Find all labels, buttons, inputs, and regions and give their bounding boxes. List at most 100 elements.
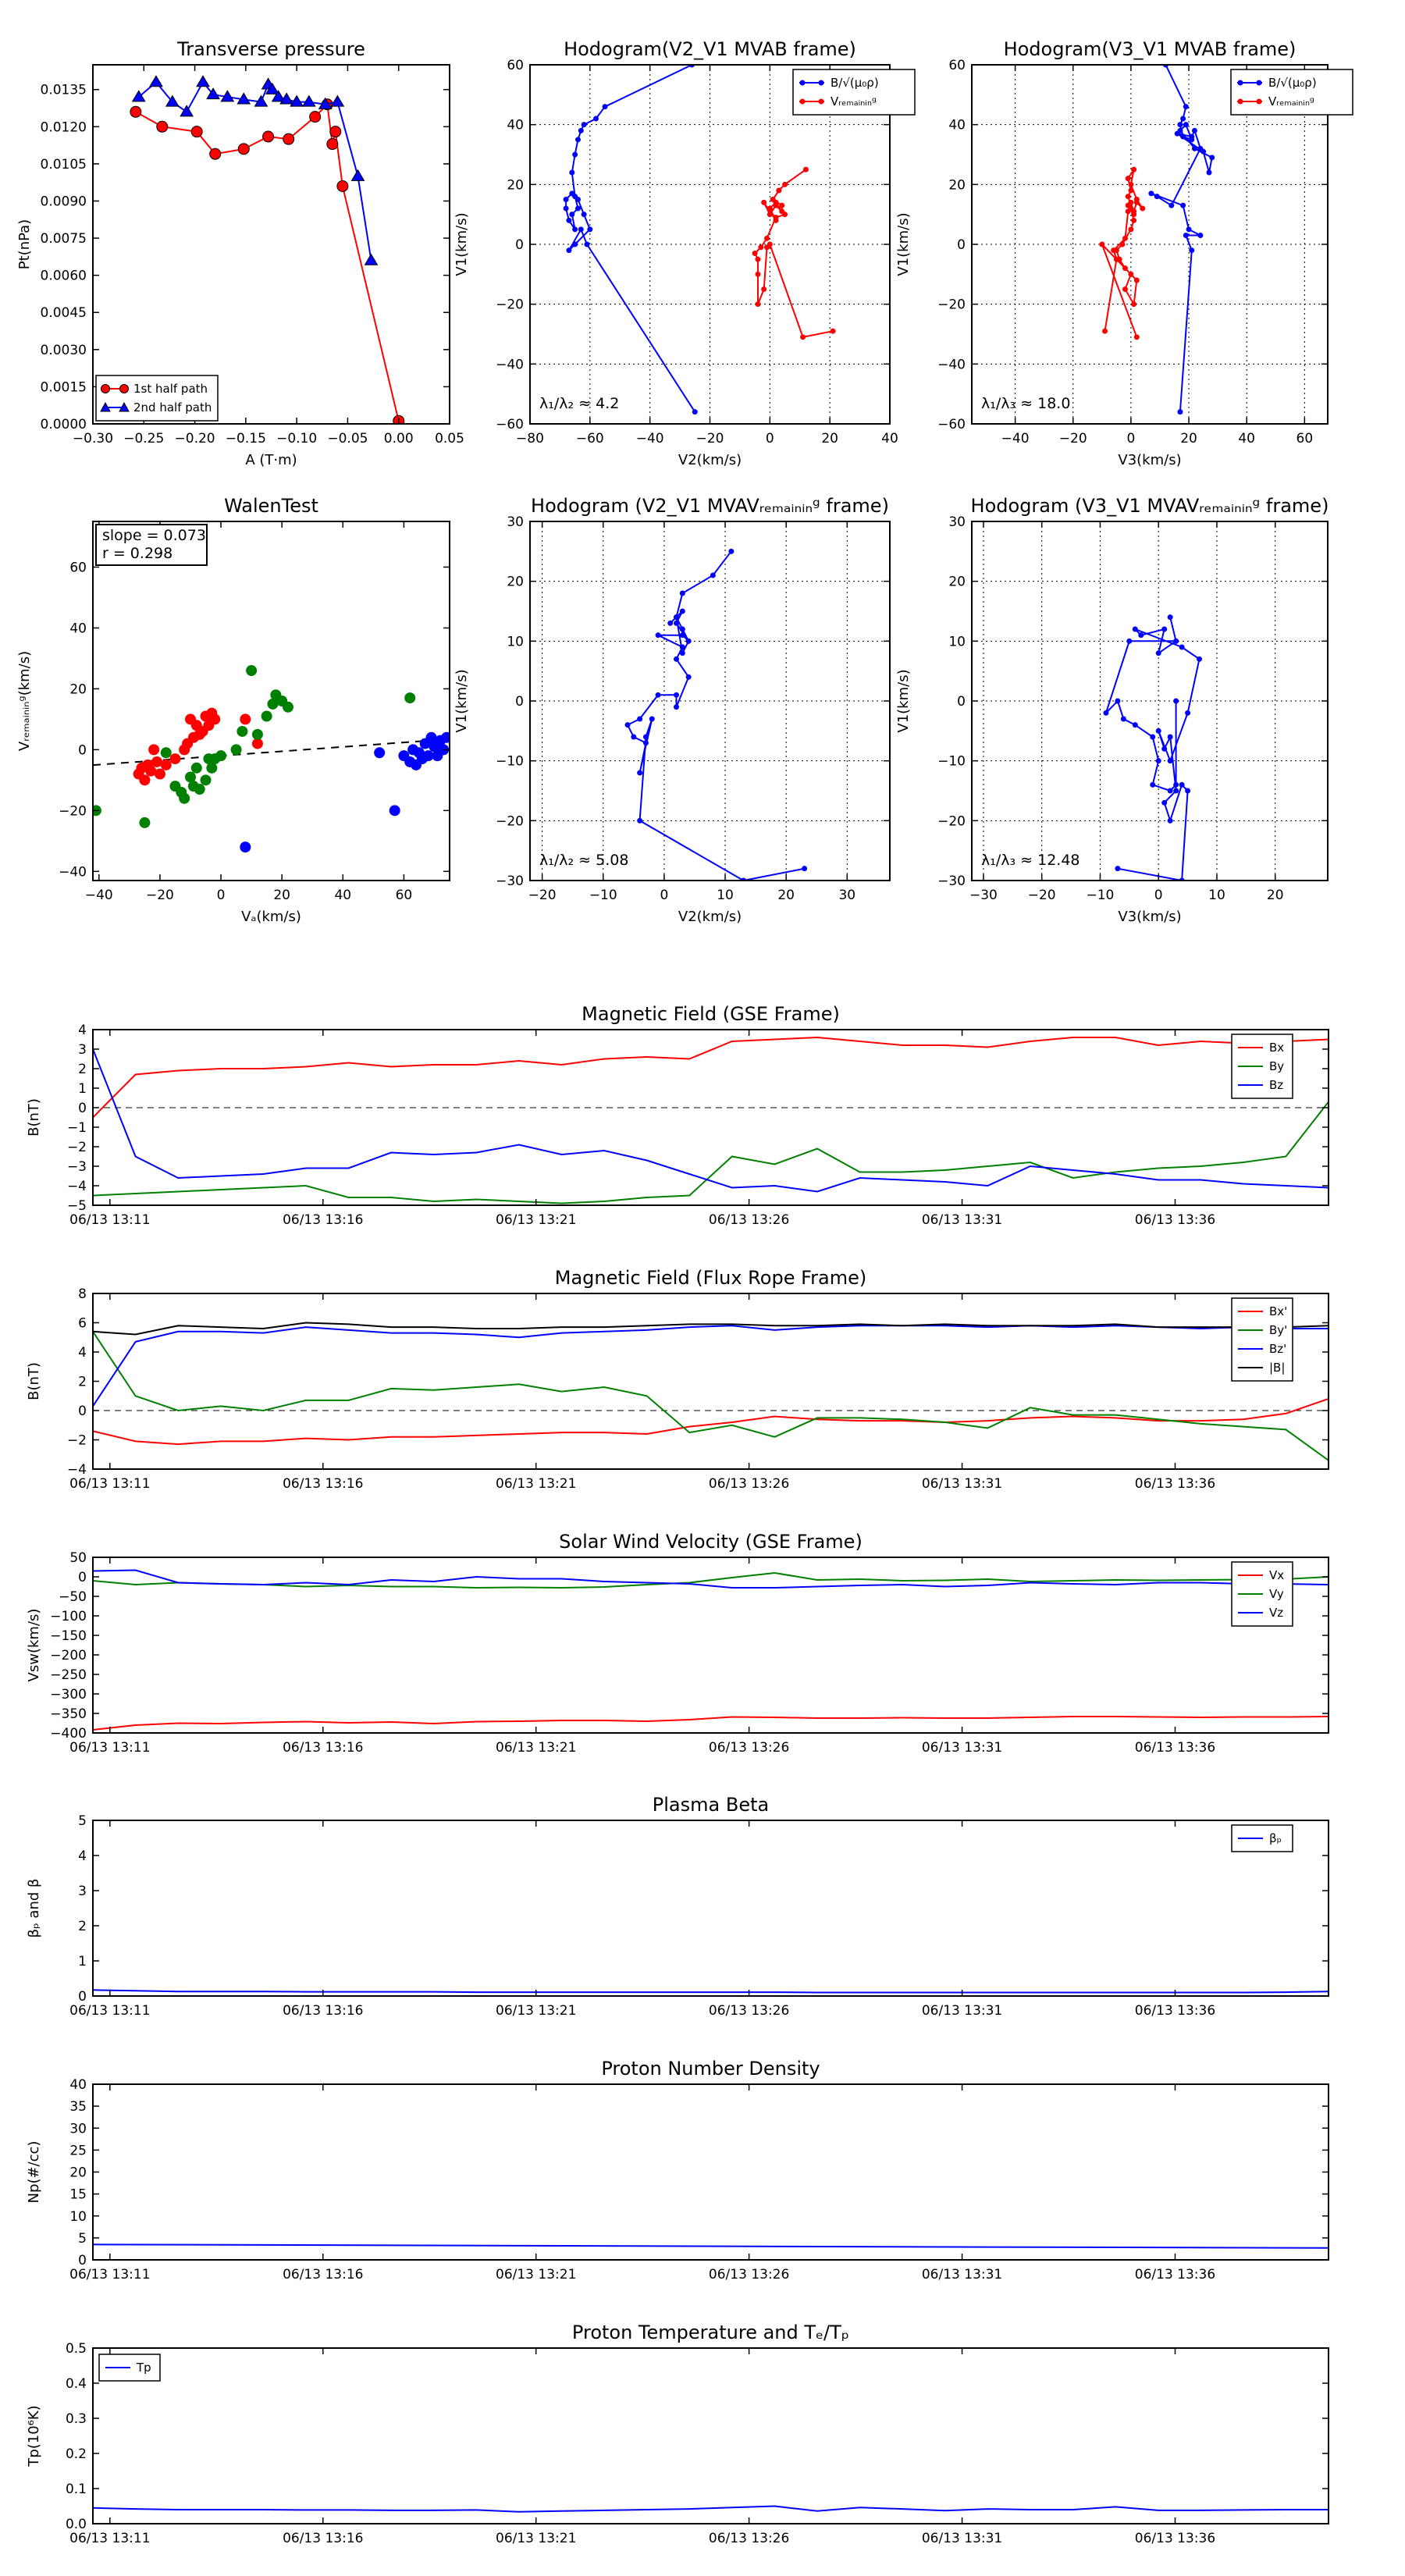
data-point	[1167, 614, 1173, 621]
data-point	[1113, 247, 1119, 254]
data-point	[584, 241, 590, 247]
data-point	[773, 202, 779, 208]
chart-title: Magnetic Field (GSE Frame)	[582, 1003, 840, 1025]
y-tick-label: 20	[948, 177, 966, 193]
data-point	[220, 90, 235, 102]
x-tick-label: −0.10	[276, 431, 317, 447]
data-point	[1148, 190, 1154, 197]
legend-marker	[818, 98, 824, 105]
data-point	[165, 94, 180, 107]
legend-label: 1st half path	[133, 382, 208, 396]
plot-frame	[92, 2347, 1329, 2524]
data-point	[179, 792, 190, 804]
data-point	[773, 215, 779, 220]
chart-title: Proton Number Density	[601, 2058, 820, 2080]
y-tick-label: 5	[78, 1813, 87, 1829]
y-axis-label: βₚ and β	[26, 1879, 42, 1938]
legend-label: By'	[1269, 1323, 1287, 1337]
data-point	[1154, 194, 1160, 200]
data-point	[1174, 130, 1180, 137]
y-tick-label: −40	[59, 864, 87, 880]
y-axis-label: B(nT)	[26, 1362, 42, 1400]
y-tick-label: 20	[69, 2165, 87, 2181]
data-point	[574, 205, 581, 212]
y-tick-label: 0	[78, 2253, 87, 2268]
plot-frame	[92, 1029, 1329, 1206]
y-tick-label: 0.3	[66, 2411, 87, 2427]
y-tick-label: 1	[78, 1081, 87, 1097]
y-tick-label: 0	[515, 694, 524, 710]
data-point	[237, 92, 251, 105]
legend-label: 2nd half path	[133, 400, 212, 415]
data-point	[131, 90, 146, 102]
x-tick-label: 06/13 13:16	[283, 2003, 363, 2019]
data-point	[566, 217, 572, 223]
data-point	[330, 94, 345, 107]
data-point	[200, 774, 212, 786]
series-line-1	[93, 1989, 1329, 1994]
data-point	[1179, 644, 1185, 650]
legend-marker	[1256, 98, 1262, 105]
y-tick-label: 3	[78, 1884, 87, 1899]
data-point	[240, 841, 251, 853]
chart-panel-4: WalenTest −40 −20 0 20 40 60 −40 −20 0 20 40 60 Vₐ(km…	[16, 495, 450, 925]
data-point	[1128, 271, 1134, 277]
data-point	[251, 738, 263, 749]
data-point	[578, 127, 584, 133]
y-tick-label: −2	[67, 1140, 87, 1155]
legend-marker	[119, 384, 129, 393]
plot-area	[93, 1036, 1329, 1204]
chart-panel-9: Solar Wind Velocity (GSE Frame) 06/13 13:…	[26, 1531, 1329, 1756]
data-point	[655, 632, 661, 639]
data-point	[283, 133, 295, 145]
chart-title: Hodogram(V2_V1 MVAB frame)	[564, 38, 856, 60]
data-point	[282, 701, 293, 713]
x-tick-label: −20	[528, 888, 557, 903]
data-point	[1138, 632, 1144, 639]
eigenvalue-ratio-annotation: λ₁/λ₃ ≈ 12.48	[981, 852, 1080, 869]
data-point	[1161, 745, 1168, 752]
data-point	[581, 212, 587, 218]
data-point	[265, 82, 279, 94]
chart-title: Hodogram(V3_V1 MVAB frame)	[1004, 38, 1297, 60]
data-point	[364, 253, 379, 265]
y-tick-label: 0	[78, 1101, 87, 1116]
y-tick-label: 40	[69, 2077, 87, 2093]
data-point	[267, 698, 279, 710]
data-point	[752, 251, 758, 256]
chart-panel-5: Hodogram (V2_V1 MVAVᵣₑₘₐᵢₙᵢₙᵍ frame)−20−…	[454, 495, 891, 925]
x-tick-label: 0	[217, 888, 226, 903]
data-point	[802, 166, 809, 173]
y-tick-label: −150	[50, 1628, 87, 1644]
y-tick-label: −5	[67, 1198, 87, 1214]
data-point	[1133, 334, 1140, 340]
y-tick-label: −4	[67, 1179, 87, 1194]
x-tick-label: 06/13 13:31	[922, 2003, 1002, 2019]
plot-frame	[92, 1293, 1329, 1470]
data-point	[1191, 145, 1197, 151]
data-point	[581, 122, 587, 128]
x-tick-label: 06/13 13:11	[69, 1212, 150, 1228]
data-point	[329, 126, 342, 138]
legend-marker	[101, 384, 110, 393]
data-point	[1150, 734, 1156, 740]
chart-panel-11: Proton Number Density 06/13 13:11 06/13 13…	[26, 2058, 1329, 2282]
x-tick-label: 0.05	[435, 431, 464, 447]
y-tick-label: 0.0015	[41, 379, 87, 395]
series-line-2	[753, 169, 834, 338]
x-tick-label: 0	[1126, 431, 1135, 447]
data-point	[160, 759, 172, 770]
y-tick-label: 20	[948, 575, 966, 590]
y-axis-label: V1(km/s)	[895, 669, 912, 732]
x-tick-label: 20	[1180, 431, 1197, 447]
x-tick-label: −60	[576, 431, 604, 447]
data-point	[237, 725, 248, 737]
data-point	[1167, 788, 1173, 794]
plot-area	[93, 2505, 1329, 2513]
data-point	[563, 197, 569, 202]
x-tick-label: 0	[766, 431, 774, 447]
data-point	[574, 137, 581, 143]
data-point	[587, 226, 593, 233]
y-tick-label: 40	[948, 118, 966, 133]
data-point	[1140, 205, 1146, 212]
